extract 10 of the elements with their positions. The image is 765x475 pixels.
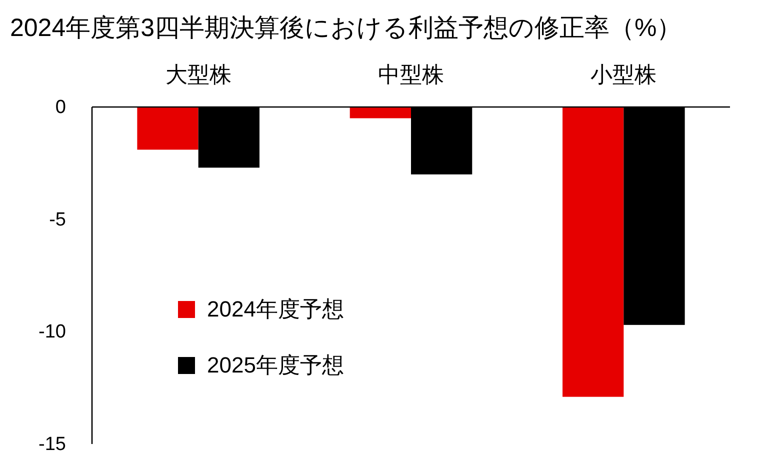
y-tick-label: -5 [49, 209, 66, 230]
legend-label: 2025年度予想 [207, 352, 344, 378]
x-tick-label: 大型株 [165, 62, 232, 87]
y-tick-label: -10 [38, 322, 66, 343]
y-tick-label: 0 [55, 97, 66, 118]
legend-label: 2024年度予想 [207, 296, 344, 322]
x-tick-label: 中型株 [378, 62, 444, 87]
y-tick-label: -15 [38, 434, 66, 455]
chart-title: 2024年度第3四半期決算後における利益予想の修正率（%） [10, 14, 682, 42]
x-tick-label: 小型株 [590, 62, 657, 87]
